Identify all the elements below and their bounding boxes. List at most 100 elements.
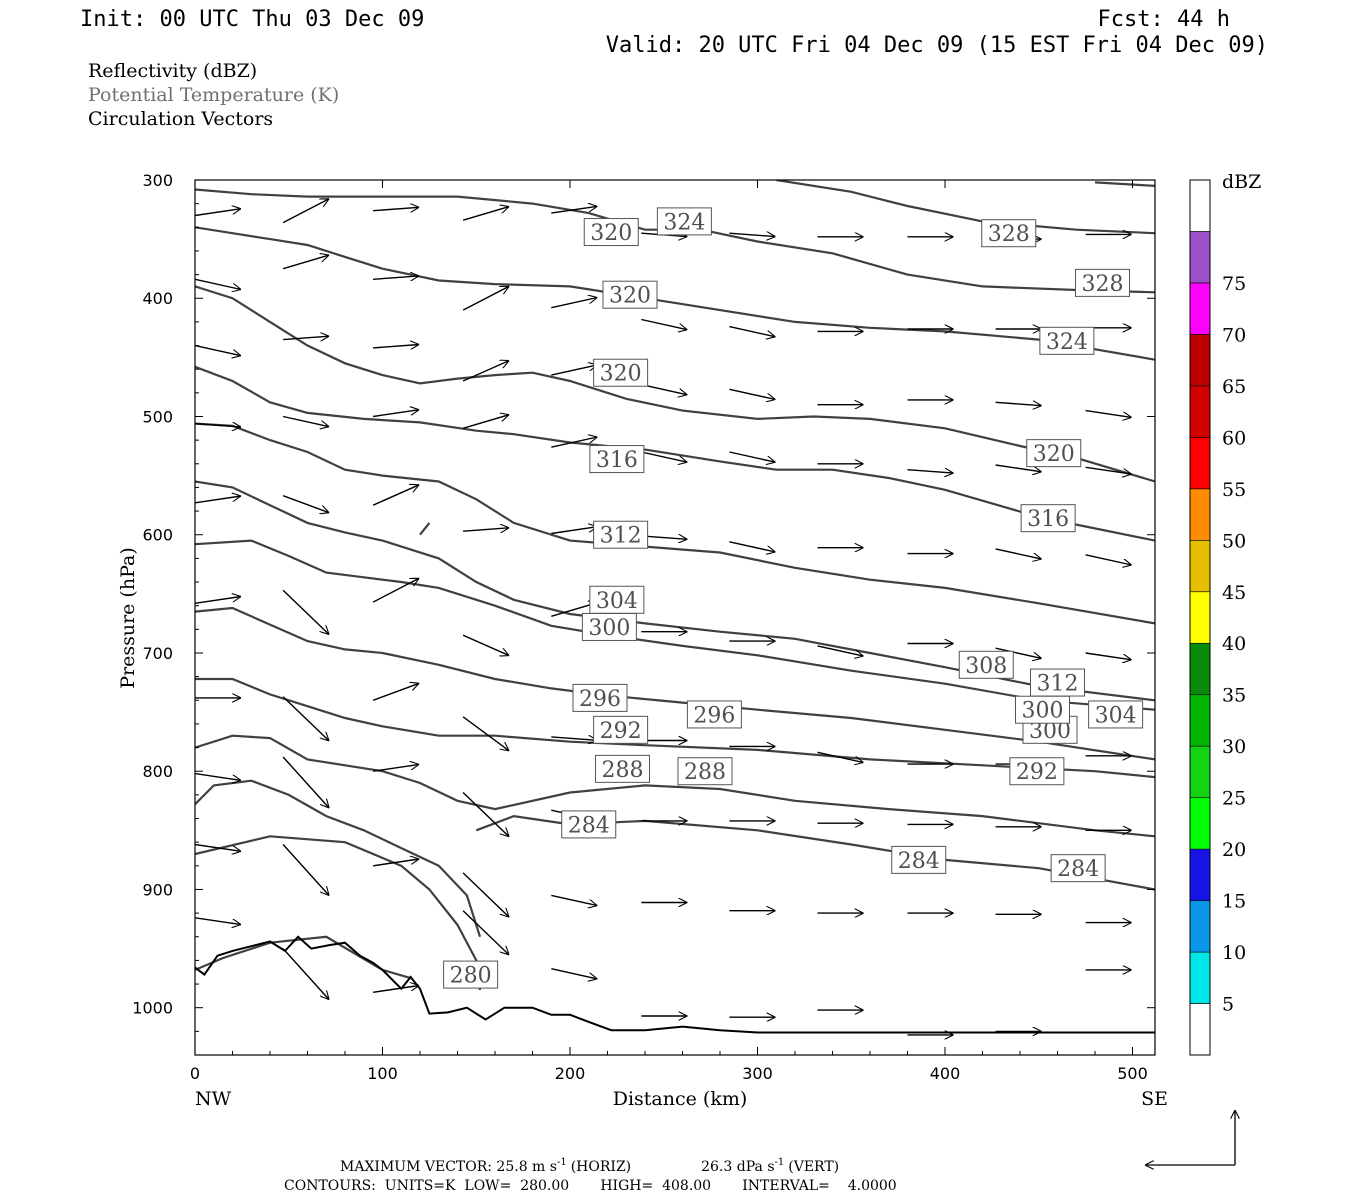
contour-label: 280	[450, 964, 492, 989]
contour-label-box	[1075, 268, 1130, 297]
circulation-vector	[372, 683, 419, 701]
circulation-vector	[372, 410, 419, 418]
contour-label-box	[561, 810, 617, 839]
circulation-vector	[729, 388, 775, 399]
circulation-vector	[195, 496, 241, 504]
circulation-vector	[995, 548, 1042, 559]
x-axis-label: Distance (km)	[613, 1088, 748, 1110]
circulation-vector	[907, 470, 954, 473]
colorbar-bin	[1189, 591, 1211, 644]
contour-label: 284	[1057, 857, 1099, 882]
contour-label-box	[593, 715, 649, 744]
theta-contour-328	[776, 180, 1155, 235]
contour-label-box	[958, 650, 1014, 679]
reference-vector-icon	[1145, 1110, 1235, 1165]
circulation-vector	[995, 464, 1042, 472]
y-tick-label: 300	[142, 171, 173, 190]
theta-contour-280	[419, 522, 431, 536]
colorbar-bin	[1189, 1003, 1211, 1056]
circulation-vector	[282, 255, 329, 270]
circulation-vector	[462, 207, 509, 221]
contour-label-box	[1088, 700, 1144, 729]
circulation-vector	[372, 485, 419, 506]
contour-label: 304	[596, 589, 638, 614]
circulation-vector	[729, 451, 775, 462]
colorbar-tick-label: 75	[1222, 273, 1246, 295]
contour-label: 320	[609, 284, 651, 309]
contour-label-box	[583, 218, 639, 247]
contour-label-box	[981, 219, 1037, 248]
theta-contour-280	[195, 835, 482, 991]
contour-label-box	[602, 280, 658, 309]
y-axis: 300 400 500 600 700 800 900 1000	[132, 171, 1155, 1056]
colorbar-tick-label: 35	[1222, 685, 1246, 707]
circulation-vector	[551, 894, 597, 905]
circulation-vector	[995, 402, 1042, 405]
colorbar-bin	[1189, 231, 1211, 284]
colorbar-tick-label: 50	[1222, 530, 1246, 552]
circulation-vector	[551, 298, 597, 309]
plot-area	[195, 180, 1155, 1035]
theta-contour-284	[195, 779, 482, 938]
circulation-vector	[729, 233, 775, 236]
colorbar-title: dBZ	[1222, 171, 1261, 193]
contour-label: 308	[965, 654, 1007, 679]
circulation-vector	[195, 209, 241, 217]
contour-label-box	[595, 754, 650, 783]
circulation-vector	[282, 198, 329, 224]
colorbar-tick-label: 45	[1222, 582, 1246, 604]
contour-label: 292	[600, 719, 642, 744]
circulation-vector	[641, 318, 687, 330]
circulation-vector	[551, 968, 597, 979]
contour-label-box	[589, 445, 645, 474]
circulation-vector	[282, 696, 329, 741]
contours-info: CONTOURS: UNITS=K LOW= 280.00 HIGH= 408.…	[284, 1178, 897, 1194]
circulation-vector	[462, 910, 509, 955]
contour-label-box	[1020, 504, 1076, 533]
circulation-vector	[817, 645, 864, 656]
y-tick-label: 500	[142, 407, 173, 426]
y-tick-label: 700	[142, 644, 173, 663]
contour-label-box	[1039, 326, 1095, 355]
circulation-vector	[641, 536, 687, 539]
colorbar-bin	[1189, 282, 1211, 335]
x-tick-label: 300	[742, 1064, 773, 1083]
field-name-theta: Potential Temperature (K)	[88, 84, 339, 106]
circulation-vector	[373, 207, 419, 210]
circulation-vector	[372, 577, 419, 603]
contour-label-box	[891, 845, 947, 874]
y-tick-label: 800	[142, 762, 173, 781]
circulation-vector	[462, 716, 509, 751]
circulation-vector	[373, 345, 419, 348]
x-tick-label: 0	[190, 1064, 200, 1083]
contour-label: 324	[1046, 330, 1088, 355]
circulation-vectors	[195, 198, 1132, 1035]
theta-contour-288	[195, 734, 1155, 838]
colorbar-bin	[1189, 694, 1211, 747]
theta-contour-308	[195, 422, 1155, 625]
field-name-reflectivity: Reflectivity (dBZ)	[88, 60, 257, 82]
circulation-vector	[551, 527, 597, 535]
theta-contour-316	[195, 285, 1155, 483]
max-vector-exp: -1	[557, 1157, 567, 1168]
circulation-vector	[462, 872, 509, 917]
colorbar-bin	[1189, 488, 1211, 541]
contour-label: 316	[596, 448, 638, 473]
contour-label: 288	[602, 758, 644, 783]
circulation-vector	[462, 634, 509, 655]
circulation-vector	[817, 751, 864, 762]
circulation-vector	[462, 285, 509, 311]
contour-label: 320	[1033, 442, 1075, 467]
colorbar-tick-label: 20	[1222, 839, 1246, 861]
dbz-colorbar: 5 10 15 20 25 30 35 40 45 50 55 60 65 70 75	[1189, 179, 1246, 1056]
contour-label: 296	[693, 703, 735, 728]
colorbar-bin	[1189, 179, 1211, 232]
terrain-profile	[195, 935, 1155, 1034]
circulation-vector	[282, 415, 329, 427]
contour-label: 304	[1095, 703, 1137, 728]
contour-label-box	[686, 700, 742, 729]
theta-contour-304	[195, 480, 1155, 702]
circulation-vector	[995, 647, 1042, 658]
